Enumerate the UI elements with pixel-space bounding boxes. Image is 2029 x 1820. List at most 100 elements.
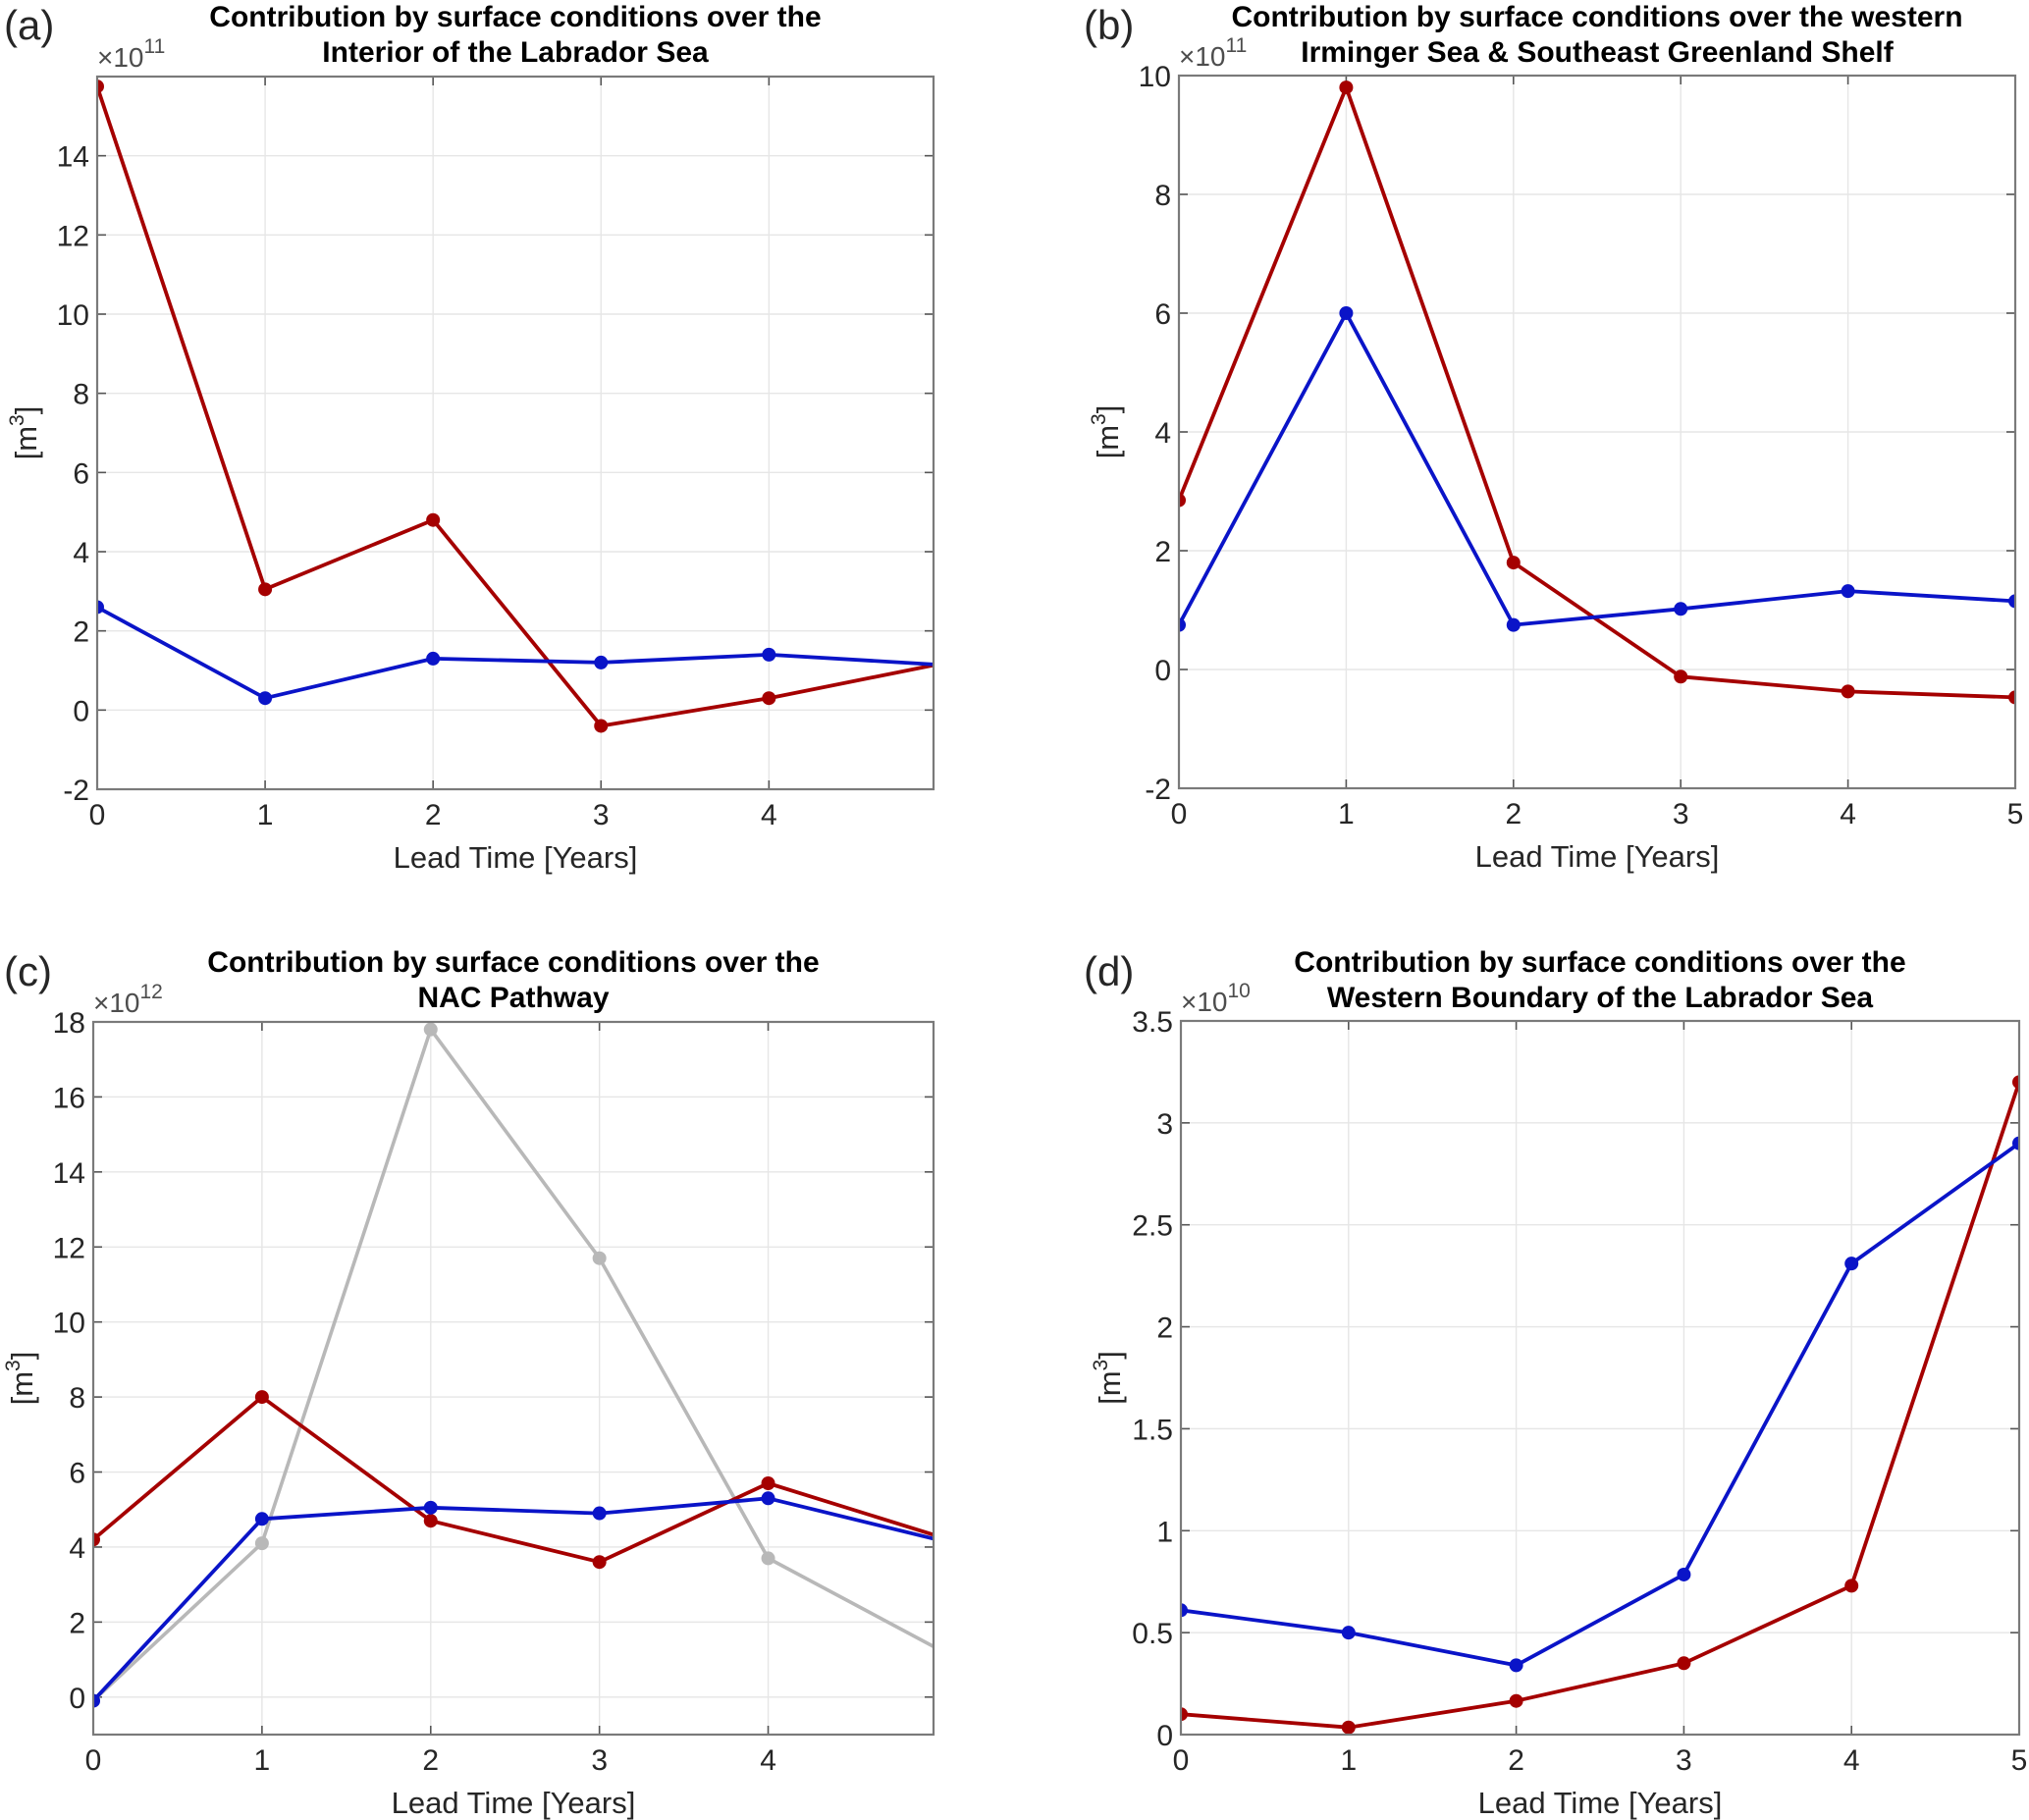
x-tick-label: 2 <box>1508 1744 1524 1777</box>
data-point-blue <box>1677 1567 1691 1581</box>
x-axis-label: Lead Time [Years] <box>392 1786 636 1820</box>
data-point-gray <box>592 1251 607 1265</box>
x-tick-label: 4 <box>1840 798 1856 830</box>
y-tick-label: 12 <box>57 220 89 252</box>
data-point-blue <box>97 600 104 615</box>
data-point-red <box>1844 1579 1859 1593</box>
data-point-red <box>1674 669 1688 684</box>
x-tick-label: 0 <box>89 799 106 831</box>
data-point-red <box>594 719 609 733</box>
data-point-red <box>1677 1656 1691 1671</box>
data-point-blue <box>594 655 609 669</box>
x-tick-label: 1 <box>1340 1744 1357 1777</box>
data-point-blue <box>1179 617 1186 632</box>
y-tick-label: 12 <box>53 1232 85 1264</box>
data-point-blue <box>254 1512 269 1526</box>
y-tick-label: 2 <box>1154 536 1171 568</box>
axes-frame <box>91 1020 935 1737</box>
x-tick-label: 3 <box>1673 798 1689 830</box>
series-group <box>1181 1075 2020 1735</box>
data-point-blue <box>592 1506 607 1521</box>
series-line-red <box>1179 85 2016 700</box>
x-tick-label: 1 <box>254 1744 271 1777</box>
y-tick-label: 8 <box>1154 180 1171 212</box>
series-group <box>97 80 934 733</box>
x-tick-label: 3 <box>593 799 610 831</box>
panel-d: (d) Contribution by surface conditions ov… <box>1084 946 2027 1820</box>
x-tick-label: 1 <box>257 799 274 831</box>
panel-c: (c) Contribution by surface conditions ov… <box>2 946 935 1820</box>
y-tick-label: -2 <box>63 775 89 807</box>
y-tick-label: 4 <box>73 537 89 569</box>
chart-title-line-1: Contribution by surface conditions over … <box>1231 1 1962 33</box>
data-point-red <box>93 1532 100 1547</box>
y-tick-label: 0 <box>69 1683 85 1715</box>
y-tick-label: 1 <box>1156 1516 1173 1548</box>
data-point-blue <box>1841 584 1855 599</box>
x-axis-label: Lead Time [Years] <box>1475 839 1720 874</box>
chart-title-line-1: Contribution by surface conditions over … <box>209 1 821 33</box>
exponent-power: 11 <box>144 35 166 58</box>
y-axis-label: [m3] <box>1090 1351 1127 1405</box>
data-point-red <box>423 1514 438 1528</box>
y-tick-label: 10 <box>53 1308 85 1340</box>
data-point-blue <box>423 1500 438 1515</box>
data-point-blue <box>1674 602 1688 616</box>
y-tick-label: 2 <box>73 616 89 649</box>
y-axis-label: [m3] <box>6 406 43 460</box>
data-point-blue <box>1506 617 1521 632</box>
data-point-red <box>258 582 273 597</box>
series-line-blue <box>1179 311 2016 627</box>
chart-title-line-1: Contribution by surface conditions over … <box>1294 946 1905 979</box>
x-tick-label: 3 <box>1676 1744 1692 1777</box>
y-exponent-label: ×1012 <box>93 981 163 1018</box>
y-axis-label: [m3] <box>2 1352 39 1406</box>
data-point-blue <box>426 651 441 666</box>
y-tick-label: 0 <box>1156 1720 1173 1752</box>
panel-a: (a) Contribution by surface conditions ov… <box>4 1 935 875</box>
y-tick-label: 6 <box>73 457 89 490</box>
x-tick-label: 1 <box>1338 798 1355 830</box>
series-line-red <box>93 1395 934 1565</box>
data-point-blue <box>762 647 776 662</box>
series-group <box>1179 80 2016 705</box>
x-tick-label: 2 <box>425 799 442 831</box>
series-line-blue <box>1181 1142 2020 1668</box>
y-tick-label: 14 <box>53 1157 85 1190</box>
y-tick-label: 0.5 <box>1132 1618 1173 1650</box>
x-tick-label: 4 <box>1843 1744 1860 1777</box>
x-tick-label: 2 <box>422 1744 439 1777</box>
x-axis-label: Lead Time [Years] <box>394 840 638 875</box>
data-point-red <box>1341 1720 1356 1735</box>
grid <box>1179 76 2015 788</box>
y-tick-label: 10 <box>1139 61 1171 93</box>
y-tick-label: 6 <box>69 1458 85 1490</box>
y-tick-label: 4 <box>1154 417 1171 450</box>
x-tick-label: 0 <box>85 1744 102 1777</box>
axes-frame <box>95 75 935 791</box>
data-point-blue <box>258 691 273 706</box>
data-point-blue <box>761 1491 775 1506</box>
x-tick-label: 0 <box>1171 798 1188 830</box>
y-axis-label-base: [m <box>1093 1370 1127 1404</box>
y-tick-label: -2 <box>1145 774 1171 806</box>
data-point-red <box>1509 1693 1523 1708</box>
series-line-red <box>97 85 934 728</box>
y-tick-label: 16 <box>53 1082 85 1114</box>
y-axis-label-base: [m <box>5 1371 39 1405</box>
series-line-blue <box>93 1496 934 1702</box>
data-point-blue <box>1181 1603 1188 1618</box>
x-tick-label: 4 <box>761 799 777 831</box>
data-point-red <box>1841 684 1855 699</box>
data-point-red <box>762 691 776 706</box>
y-tick-label: 4 <box>69 1532 85 1565</box>
data-point-blue <box>1341 1626 1356 1640</box>
data-point-red <box>1506 556 1521 570</box>
y-axis-label-sup: 3 <box>6 414 28 426</box>
x-axis-label: Lead Time [Years] <box>1478 1786 1723 1820</box>
data-point-gray <box>761 1551 775 1566</box>
data-point-gray <box>423 1022 438 1037</box>
x-tick-label: 2 <box>1505 798 1522 830</box>
x-tick-label: 5 <box>2011 1744 2028 1777</box>
x-tick-label: 4 <box>760 1744 776 1777</box>
